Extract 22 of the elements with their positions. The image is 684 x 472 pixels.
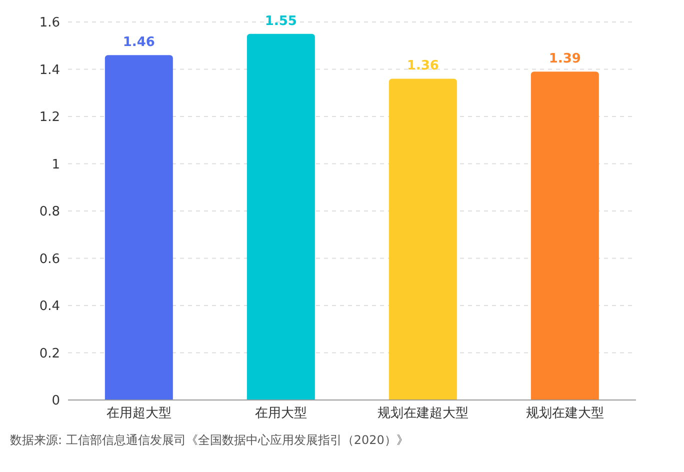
x-tick-label: 在用超大型 [106,406,172,422]
data-label: 1.36 [406,58,439,74]
y-tick-label: 0.8 [39,204,60,220]
bar [530,72,599,400]
data-label: 1.46 [122,35,155,50]
bar [104,55,173,400]
y-tick-label: 1.2 [39,110,60,126]
bar [246,34,315,400]
y-tick-label: 0.2 [39,346,60,362]
y-tick-label: 1 [52,157,60,172]
x-tick-label: 规划在建大型 [526,406,604,422]
y-tick-label: 1.4 [39,62,60,78]
x-tick-label: 在用大型 [255,406,307,422]
y-tick-label: 0.6 [39,252,60,267]
source-note: 数据来源: 工信部信息通信发展司《全国数据中心应用发展指引（2020）》 [10,432,410,449]
bar [388,78,457,400]
x-tick-label: 规划在建超大型 [378,406,468,422]
data-label: 1.55 [264,14,297,29]
y-tick-label: 0 [52,394,60,409]
y-tick-label: 1.6 [39,16,60,31]
y-tick-label: 0.4 [39,299,60,314]
data-label: 1.39 [548,52,581,67]
